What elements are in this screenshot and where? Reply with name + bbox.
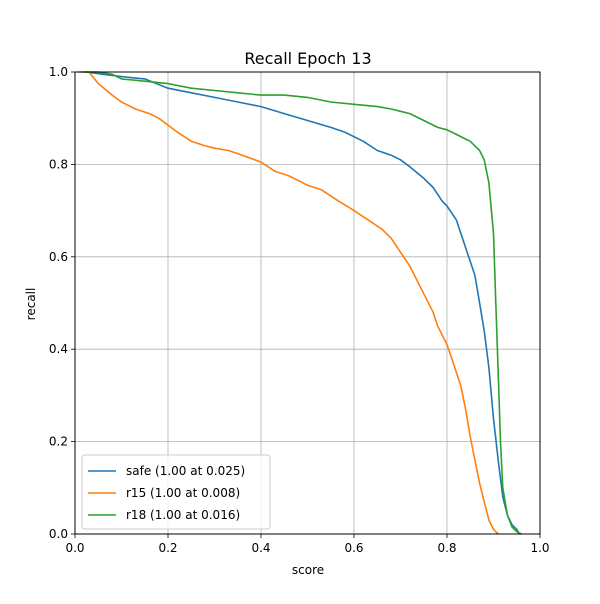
legend-entry-0: safe (1.00 at 0.025) <box>126 464 245 478</box>
x-axis-label: score <box>292 563 324 577</box>
y-tick-label: 0.8 <box>49 157 68 171</box>
y-tick-label: 0.6 <box>49 250 68 264</box>
x-tick-label: 0.2 <box>158 541 177 555</box>
series-line-2 <box>82 71 522 535</box>
y-tick-label: 0.0 <box>49 527 68 541</box>
y-axis-ticks: 0.0 0.2 0.4 0.6 0.8 1.0 <box>49 65 75 541</box>
y-axis-label: recall <box>24 288 38 321</box>
legend-box <box>81 454 271 530</box>
legend: safe (1.00 at 0.025) r15 (1.00 at 0.008) r… <box>81 454 271 530</box>
x-tick-label: 0.8 <box>437 541 456 555</box>
series-line-0 <box>86 71 520 535</box>
grid-lines <box>74 71 541 535</box>
y-tick-label: 0.2 <box>49 435 68 449</box>
legend-entry-2: r18 (1.00 at 0.016) <box>126 508 240 522</box>
legend-entry-1: r15 (1.00 at 0.008) <box>126 486 240 500</box>
plot-frame <box>74 71 541 535</box>
x-tick-label: 0.0 <box>65 541 84 555</box>
x-axis-ticks: 0.0 0.2 0.4 0.6 0.8 1.0 <box>65 534 550 555</box>
x-tick-label: 0.6 <box>344 541 363 555</box>
x-tick-label: 1.0 <box>530 541 549 555</box>
series-lines <box>78 71 522 535</box>
series-line-1 <box>78 71 499 535</box>
y-tick-label: 0.4 <box>49 342 68 356</box>
chart-title: Recall Epoch 13 <box>244 49 371 68</box>
y-tick-label: 1.0 <box>49 65 68 79</box>
x-tick-label: 0.4 <box>251 541 270 555</box>
